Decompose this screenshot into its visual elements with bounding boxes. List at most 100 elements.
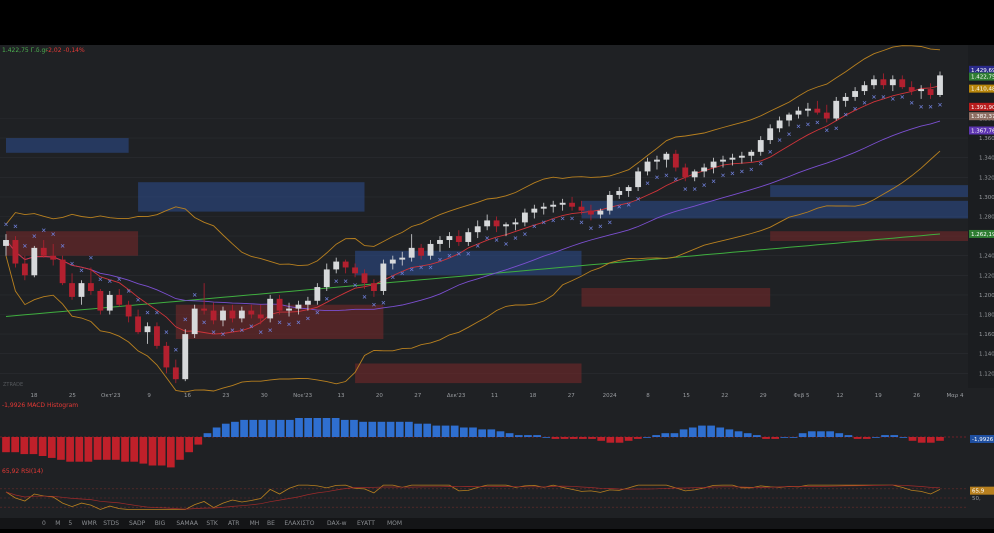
candle xyxy=(729,153,736,166)
price-tag: 1.262,19 xyxy=(969,229,994,238)
svg-text:1.422,75: 1.422,75 xyxy=(971,75,994,81)
macd-pane[interactable]: -1,9926 xyxy=(0,418,994,468)
candle xyxy=(852,87,859,101)
svg-text:1.429,69: 1.429,69 xyxy=(971,68,994,74)
macd-bar xyxy=(762,437,770,439)
psar-mark xyxy=(768,149,773,154)
candle xyxy=(446,232,453,248)
toolbar-item[interactable]: M xyxy=(55,520,61,527)
macd-bar xyxy=(780,437,789,438)
toolbar-item[interactable]: EYATT xyxy=(357,520,375,527)
macd-bar xyxy=(579,437,587,439)
zone-rect xyxy=(138,182,365,212)
macd-bar xyxy=(688,427,697,437)
macd-bar xyxy=(588,437,596,439)
psar-mark xyxy=(532,224,537,229)
price-chart[interactable]: 1.3801.3601.3401.3201.3001.2801.2601.240… xyxy=(0,45,994,529)
macd-bar xyxy=(386,421,395,437)
candle xyxy=(125,300,132,323)
price-axis[interactable]: 1.3801.3601.3401.3201.3001.2801.2601.240… xyxy=(968,45,994,388)
candle xyxy=(786,112,792,127)
candlestick-series xyxy=(3,71,943,384)
candle xyxy=(908,81,915,95)
toolbar-item[interactable]: ΕΛΑΧΙΣΤΟ xyxy=(284,520,315,527)
toolbar-item[interactable]: MOM xyxy=(387,520,403,527)
macd-bar xyxy=(295,418,303,437)
candle xyxy=(342,259,349,274)
macd-bar xyxy=(414,423,422,437)
candle xyxy=(559,198,566,211)
psar-mark xyxy=(513,236,518,240)
macd-bar xyxy=(194,437,203,445)
macd-bar xyxy=(249,419,258,437)
psar-mark xyxy=(221,332,225,336)
psar-mark xyxy=(589,226,593,231)
toolbar-item[interactable]: STDS xyxy=(103,520,120,527)
price-tag: 1.382,37 xyxy=(969,112,994,121)
candle xyxy=(333,257,340,274)
macd-bar xyxy=(176,437,184,460)
candle xyxy=(767,124,774,144)
macd-bar xyxy=(670,433,679,437)
toolbar-item[interactable]: BE xyxy=(267,520,275,527)
macd-bar xyxy=(917,437,926,443)
candle xyxy=(493,216,500,233)
chart-area[interactable]: 1.3801.3601.3401.3201.3001.2801.2601.240… xyxy=(0,45,994,529)
psar-mark xyxy=(579,220,584,225)
price-tick-label: 1.160 xyxy=(979,332,994,338)
time-axis[interactable]: 18 25 Οκτ'23 9 16 23 30 Νοε'23 13 20 27 Δεκ'23 11 18 2… xyxy=(31,393,965,399)
psar-mark xyxy=(598,224,603,229)
time-tick-label: 9 xyxy=(147,393,151,399)
psar-mark xyxy=(504,242,508,246)
macd-bar xyxy=(203,433,212,437)
toolbar-item[interactable]: ATR xyxy=(228,520,240,527)
toolbar-item[interactable]: SAMAA xyxy=(176,520,198,527)
purple-moving-average-line xyxy=(5,120,941,312)
macd-bar xyxy=(130,437,139,462)
candle xyxy=(682,163,689,182)
psar-mark xyxy=(258,330,263,334)
candle xyxy=(720,155,726,168)
psar-mark xyxy=(494,238,499,242)
time-tick-label: 27 xyxy=(568,393,575,399)
candle xyxy=(163,341,170,374)
toolbar-item[interactable]: DAX-w xyxy=(327,520,347,527)
macd-bar xyxy=(844,435,853,437)
candle xyxy=(635,167,642,192)
svg-text:1.391,90: 1.391,90 xyxy=(971,105,994,111)
candle xyxy=(588,204,594,221)
macd-bar xyxy=(881,435,889,437)
psar-mark xyxy=(862,100,867,105)
toolbar-item[interactable]: SADP xyxy=(129,520,146,527)
macd-bar xyxy=(139,437,148,464)
toolbar-item[interactable]: 0 xyxy=(42,520,46,527)
psar-mark xyxy=(683,187,688,191)
candle xyxy=(78,280,85,305)
psar-mark xyxy=(117,277,122,282)
psar-mark xyxy=(126,289,131,293)
toolbar-item[interactable]: 5 xyxy=(68,520,73,527)
indicator-overlays xyxy=(4,45,942,393)
psar-mark xyxy=(834,126,839,131)
psar-mark xyxy=(13,224,18,229)
toolbar-item[interactable]: MH xyxy=(249,520,260,527)
toolbar-item[interactable]: WMR xyxy=(81,520,97,527)
rsi-pane[interactable]: 65,950, xyxy=(0,484,994,510)
price-tick-label: 1.120 xyxy=(979,371,994,377)
toolbar-item[interactable]: STK xyxy=(206,520,218,527)
toolbar-item[interactable]: BIG xyxy=(154,520,166,527)
candle xyxy=(512,218,519,231)
bollinger-upper-line xyxy=(5,45,941,267)
price-info-label: 1.422,75 Γ.δ.gr xyxy=(2,47,48,54)
macd-bar xyxy=(331,418,340,437)
psar-mark xyxy=(758,161,763,166)
candle xyxy=(50,243,57,266)
zone-rect xyxy=(581,200,968,219)
macd-bar xyxy=(835,433,844,437)
psar-mark xyxy=(372,302,376,307)
macd-bar xyxy=(112,437,120,460)
time-tick-label: 13 xyxy=(338,393,345,399)
candle xyxy=(757,136,764,156)
macd-value-tag: -1,9926 xyxy=(970,435,994,443)
psar-mark xyxy=(645,181,650,186)
